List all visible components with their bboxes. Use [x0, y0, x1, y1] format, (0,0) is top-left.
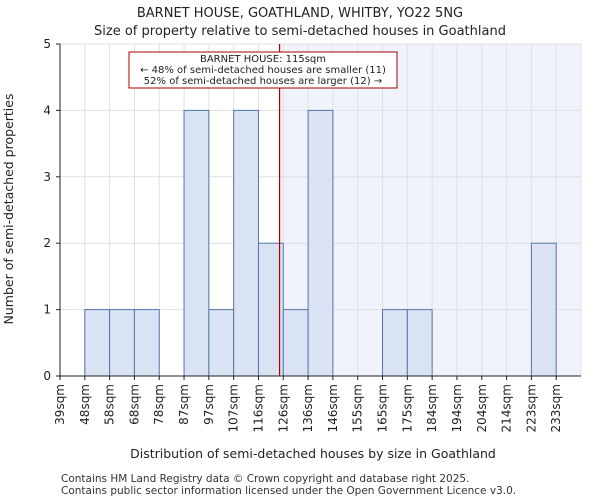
- bar-223sqm: [530, 242, 557, 377]
- bar-126sqm: [282, 309, 309, 377]
- bar-165sqm: [382, 309, 408, 377]
- bar-175sqm: [406, 309, 433, 377]
- y-tick-label: 3: [43, 170, 51, 184]
- x-tick-label: 214sqm: [500, 384, 514, 432]
- annotation-line-3: 52% of semi-detached houses are larger (…: [144, 76, 382, 87]
- x-tick-label: 233sqm: [549, 384, 563, 432]
- footer-line-2: Contains public sector information licen…: [61, 485, 516, 497]
- bar-48sqm: [84, 309, 111, 377]
- x-tick-label: 223sqm: [524, 384, 538, 432]
- annotation-line-1: BARNET HOUSE: 115sqm: [200, 54, 326, 65]
- bar-58sqm: [109, 309, 135, 377]
- bar-87sqm: [183, 109, 210, 377]
- x-tick-label: 97sqm: [202, 384, 216, 425]
- x-tick-label: 155sqm: [351, 384, 365, 432]
- annotation-box: [128, 51, 398, 89]
- bar-136sqm: [307, 109, 334, 377]
- bar-107sqm: [233, 109, 259, 377]
- bar-68sqm: [133, 309, 160, 377]
- x-tick-label: 165sqm: [376, 384, 390, 432]
- x-tick-label: 184sqm: [425, 384, 439, 432]
- x-tick-label: 68sqm: [127, 384, 141, 425]
- y-tick-label: 4: [43, 103, 51, 117]
- y-axis-label: Number of semi-detached properties: [1, 94, 16, 325]
- x-tick-label: 126sqm: [276, 384, 290, 432]
- x-axis-label: Distribution of semi-detached houses by …: [130, 446, 496, 461]
- plot-area: 0 1 2 3 4 5 39sqm 48sqm 58sqm 68sqm 78sqm 87sqm 97sq…: [43, 37, 582, 432]
- x-tick-label: 146sqm: [326, 384, 340, 432]
- annotation-line-2: ← 48% of semi-detached houses are smalle…: [140, 65, 386, 76]
- x-tick-label: 39sqm: [53, 384, 67, 425]
- x-tick-label: 175sqm: [400, 384, 414, 432]
- chart-subtitle: Size of property relative to semi-detach…: [94, 24, 506, 39]
- x-tick-label: 194sqm: [450, 384, 464, 432]
- x-tick-label: 58sqm: [103, 384, 117, 425]
- x-tick-label: 136sqm: [301, 384, 315, 432]
- x-tick-label: 78sqm: [152, 384, 166, 425]
- y-tick-label: 1: [43, 303, 51, 317]
- x-tick-label: 204sqm: [475, 384, 489, 432]
- x-tick-label: 48sqm: [78, 384, 92, 425]
- y-tick-label: 5: [43, 37, 51, 51]
- chart-title: BARNET HOUSE, GOATHLAND, WHITBY, YO22 5N…: [137, 6, 463, 21]
- footer-line-1: Contains HM Land Registry data © Crown c…: [61, 473, 469, 485]
- y-tick-label: 2: [43, 236, 51, 250]
- x-tick-label: 116sqm: [251, 384, 265, 432]
- bar-97sqm: [208, 309, 235, 377]
- y-tick-label: 0: [43, 369, 51, 383]
- x-tick-label: 87sqm: [177, 384, 191, 425]
- x-tick-label: 107sqm: [227, 384, 241, 432]
